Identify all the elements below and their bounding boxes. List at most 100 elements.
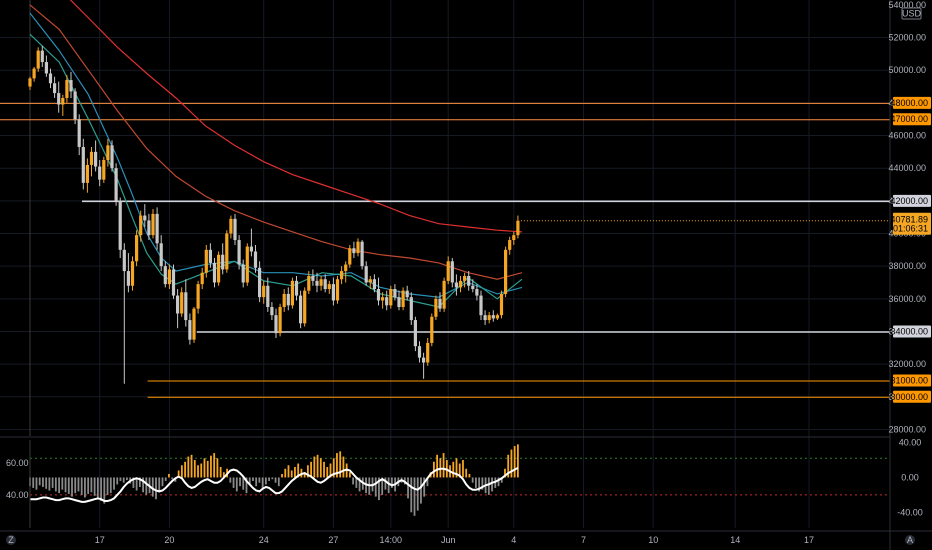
candle-body: [85, 164, 89, 183]
histogram-bar: [90, 477, 93, 493]
candle-body: [57, 93, 61, 105]
histogram-bar: [216, 458, 219, 478]
histogram-bar: [184, 461, 186, 478]
candle-body: [81, 146, 85, 183]
histogram-bar: [342, 456, 345, 478]
histogram-bar: [413, 477, 416, 516]
candle-body: [126, 271, 130, 286]
currency-badge-frame: [901, 7, 922, 20]
current-price-box: [893, 212, 931, 235]
candle-body: [401, 290, 405, 307]
candle-body: [442, 280, 446, 309]
histogram-bar: [432, 461, 435, 478]
histogram-bar: [452, 461, 455, 478]
histogram-bar: [145, 477, 148, 495]
indicator-tick-label: -40.00: [897, 507, 923, 517]
histogram-bar: [319, 458, 322, 478]
candle-body: [426, 342, 430, 363]
indicator-tick-label: 0.00: [901, 472, 919, 482]
histogram-bar: [122, 477, 125, 483]
moving-average-line: [29, 12, 523, 298]
histogram-bar: [458, 463, 461, 478]
histogram-bar: [261, 477, 264, 488]
candle-body: [249, 246, 253, 252]
histogram-bar: [164, 477, 167, 481]
histogram-bar: [200, 463, 203, 478]
candle-body: [253, 251, 258, 268]
timezone-icon[interactable]: Z: [6, 535, 16, 545]
candle-body: [499, 293, 504, 316]
moving-average-line: [69, 0, 523, 233]
indicator-line: [30, 467, 519, 503]
histogram-bar: [168, 473, 170, 478]
histogram-bar: [478, 477, 481, 492]
histogram-bar: [84, 477, 86, 498]
histogram-bar: [77, 477, 80, 492]
histogram-bar: [51, 477, 54, 488]
histogram-bar: [100, 477, 102, 501]
candle-body: [196, 284, 200, 309]
y-tick-label: 46000.00: [888, 131, 926, 141]
candle-body: [417, 346, 422, 358]
histogram-bar: [436, 454, 439, 478]
candle-body: [356, 241, 360, 254]
candle-body: [221, 254, 225, 270]
candle-body: [69, 80, 73, 92]
histogram-bar: [329, 463, 332, 478]
candle-body: [294, 280, 299, 296]
candle-body: [422, 357, 426, 363]
candle-body: [471, 285, 475, 290]
histogram-bar: [232, 477, 235, 488]
candle-body: [405, 290, 409, 298]
candle-body: [364, 266, 368, 283]
auto-scale-icon[interactable]: A: [905, 535, 915, 545]
candle-body: [409, 297, 413, 321]
candle-body: [290, 280, 294, 306]
histogram-bar: [155, 477, 157, 500]
candle-body: [278, 306, 282, 334]
histogram-bar: [455, 458, 458, 478]
histogram-bar: [287, 465, 290, 478]
candle-body: [483, 315, 487, 321]
candle-body: [147, 220, 151, 236]
candle-body: [151, 213, 155, 236]
histogram-bar: [203, 458, 206, 478]
candle-body: [454, 282, 458, 288]
candle-body: [159, 243, 163, 267]
candle-body: [393, 289, 397, 298]
histogram-bar: [306, 465, 309, 478]
price-tag-box: [893, 325, 931, 338]
histogram-bar: [103, 477, 106, 504]
histogram-bar: [277, 477, 280, 487]
y-tick-label: 44000.00: [888, 163, 926, 173]
candle-body: [372, 279, 376, 290]
price-tag-label: 34000.00: [890, 326, 928, 336]
candle-body: [73, 91, 77, 120]
y-tick-label: 50000.00: [888, 65, 926, 75]
histogram-bar: [174, 477, 177, 482]
histogram-bar: [504, 468, 506, 478]
histogram-bar: [119, 477, 122, 481]
histogram-bar: [126, 477, 128, 481]
candle-body: [180, 292, 184, 314]
candle-body: [229, 218, 233, 234]
histogram-bar: [138, 477, 141, 488]
candle-body: [397, 297, 401, 307]
histogram-bar: [390, 477, 393, 488]
candle-body: [446, 261, 450, 281]
candle-body: [110, 145, 114, 169]
candle-body: [274, 315, 278, 334]
candle-body: [335, 279, 340, 301]
y-tick-label: 38000.00: [888, 261, 926, 271]
histogram-bar: [219, 467, 222, 478]
countdown-label: 01:06:31: [893, 224, 928, 234]
candle-body: [61, 97, 65, 105]
price-tag-box: [893, 390, 931, 403]
candle-body: [348, 248, 352, 265]
x-tick-label: 24: [259, 535, 269, 545]
price-tag-box: [893, 96, 931, 109]
histogram-bar: [268, 477, 271, 481]
histogram-bar: [109, 477, 112, 494]
